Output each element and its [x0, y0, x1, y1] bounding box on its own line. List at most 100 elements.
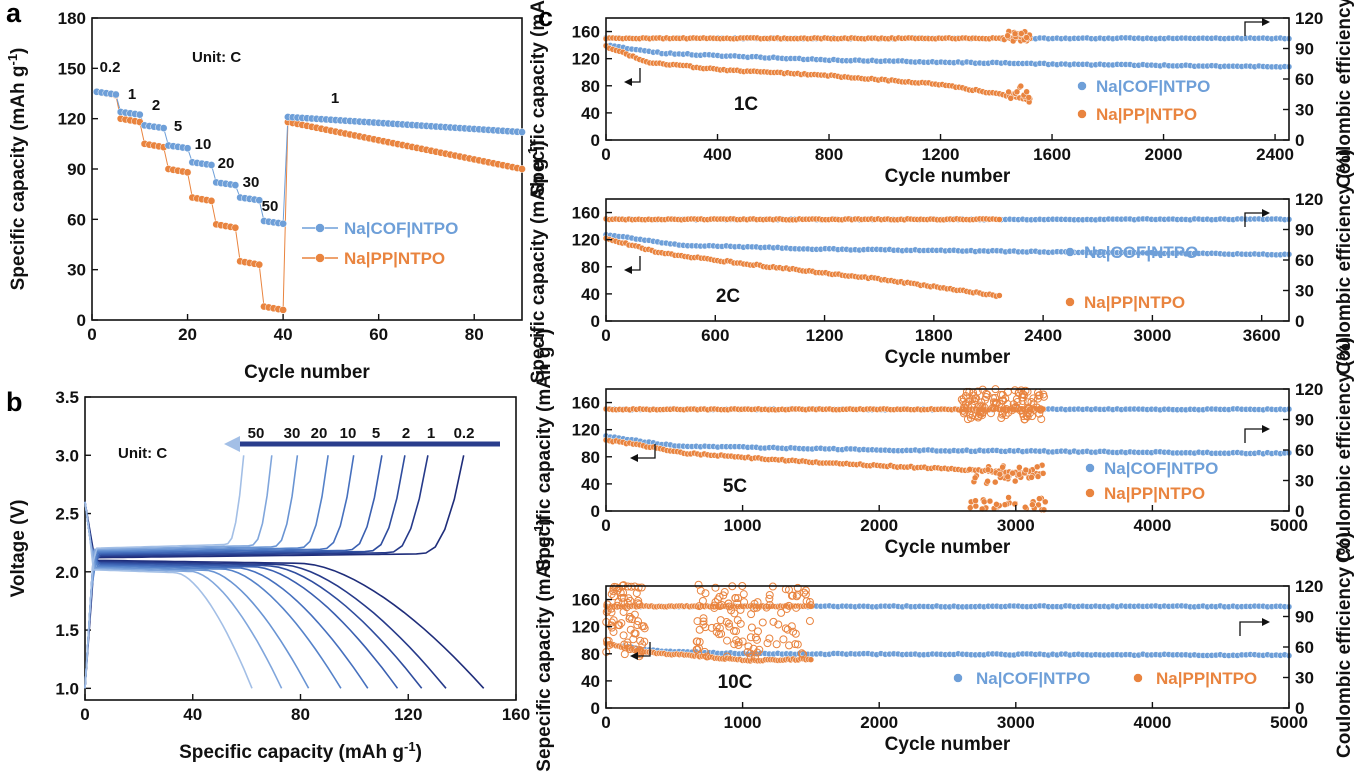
y-tick-label: 3.5 [55, 388, 79, 407]
axis-arrow-right [1239, 621, 1264, 636]
rate-label: 1C [734, 94, 759, 115]
x-tick-label: 160 [502, 705, 530, 724]
x-tick-label: 0 [601, 326, 610, 345]
data-point-pp-ce [801, 586, 810, 595]
axis-arrow-left-head [630, 652, 638, 660]
data-point-pp-ce [734, 640, 743, 649]
data-point-pp-capacity [1028, 474, 1035, 481]
legend-label: Na|PP|NTPO [1084, 293, 1185, 312]
x-tick-label: 3600 [1243, 326, 1281, 345]
data-point-pp-ce [607, 590, 616, 599]
y-axis-label: Sepecific capacity (mAh g-1) [531, 518, 555, 771]
data-point-pp-ce [640, 637, 649, 646]
data-point-pp-ce [633, 621, 642, 630]
data-point-pp [183, 168, 192, 177]
rate-label: 30 [284, 425, 301, 442]
data-point-pp-ce [736, 619, 745, 628]
data-point-pp [279, 306, 287, 314]
data-point-pp-capacity [1033, 463, 1041, 471]
axis-arrow-right-head [1262, 209, 1270, 217]
data-point-pp-capacity [1011, 500, 1019, 508]
data-point-pp-ce [995, 399, 1004, 408]
legend-marker [1065, 297, 1075, 307]
unit-note: Unit: C [118, 445, 167, 462]
data-point-pp-ce [1000, 406, 1009, 415]
data-point-pp-ce [701, 589, 710, 598]
x-tick-label: 2000 [1145, 145, 1183, 164]
x-tick-label: 40 [274, 325, 293, 344]
data-point-pp-ce [623, 641, 632, 650]
y-tick-label: 80 [581, 448, 600, 467]
data-point-pp-ce [765, 591, 774, 600]
x-tick-label: 1600 [1033, 145, 1071, 164]
discharge-curve [84, 501, 447, 689]
y-tick-label: 120 [58, 110, 86, 129]
y-tick-label: 120 [572, 618, 600, 637]
data-point-pp-ce [715, 630, 724, 639]
data-point-pp-ce [619, 598, 628, 607]
x-axis-label: Cycle number [885, 734, 1011, 755]
data-point-pp-ce [736, 605, 745, 614]
x-tick-label: 800 [815, 145, 843, 164]
legend-marker [1085, 463, 1095, 473]
discharge-curve [84, 501, 310, 689]
data-point-cof [112, 90, 120, 99]
data-point-pp-ce [693, 645, 702, 654]
data-point-pp-ce [740, 598, 749, 607]
axis-arrow-left [636, 444, 656, 459]
rate-label: 50 [262, 198, 279, 215]
data-point-pp-ce [1018, 409, 1027, 418]
panel-c-2c: 0 600 1200 1800 2400 3000 36000408012016003060… [525, 141, 1355, 384]
x-axis-label: Cycle number [244, 362, 370, 383]
data-point-pp-ce [1023, 34, 1030, 41]
data-point-pp-ce [1004, 408, 1013, 417]
data-point-pp-ce [724, 619, 733, 628]
data-point-pp-ce [791, 629, 800, 638]
data-point-pp-ce [960, 404, 969, 413]
data-point-pp-ce [996, 216, 1003, 223]
data-point-pp-ce [619, 631, 628, 640]
data-point-pp-capacity [1023, 88, 1030, 96]
x-tick-label: 0 [601, 713, 610, 732]
data-point-pp-ce [698, 596, 707, 605]
y-axis-label: Specific capacity (mAh g-1) [525, 141, 549, 384]
data-point-pp-ce [797, 649, 806, 658]
data-point-pp-ce [976, 402, 985, 411]
rate-label: 10 [195, 136, 212, 153]
data-point-pp-ce [634, 596, 643, 605]
x-tick-label: 400 [703, 145, 731, 164]
data-point-cof [135, 110, 144, 119]
y2-tick-label: 0 [1295, 699, 1304, 718]
y-tick-label: 120 [572, 421, 600, 440]
charge-curve [84, 455, 329, 689]
x-tick-label: 0 [601, 516, 610, 535]
data-point-pp-ce [765, 634, 774, 643]
data-point-pp-ce [1004, 32, 1011, 39]
rate-label: 1 [331, 90, 339, 107]
data-point-pp-ce [977, 398, 986, 407]
data-point-pp-ce [699, 617, 708, 626]
charge-curve [84, 455, 299, 689]
data-point-pp-ce [722, 618, 731, 627]
data-point-pp-capacity [1039, 470, 1047, 477]
data-point-pp-ce [700, 647, 709, 656]
y-tick-label: 0 [591, 699, 600, 718]
data-point-pp-capacity [1011, 477, 1019, 485]
y-tick-label: 40 [581, 285, 600, 304]
y-tick-label: 2.5 [55, 505, 79, 524]
y-tick-label: 30 [67, 261, 86, 280]
rate-label: 30 [243, 174, 260, 191]
data-point-pp-ce [695, 625, 704, 634]
data-point-pp-ce [779, 635, 788, 644]
data-point-pp-ce [623, 598, 632, 607]
x-tick-label: 80 [465, 325, 484, 344]
data-point-cof [159, 124, 168, 132]
data-point-pp-capacity [991, 478, 999, 486]
data-point-pp-ce [1023, 398, 1032, 407]
x-tick-label: 3000 [1133, 326, 1171, 345]
y2-axis-label: Coulombic efficiency (%) [1334, 337, 1355, 563]
data-point-cof [207, 161, 216, 169]
y-tick-label: 40 [581, 672, 600, 691]
x-tick-label: 4000 [1133, 516, 1171, 535]
